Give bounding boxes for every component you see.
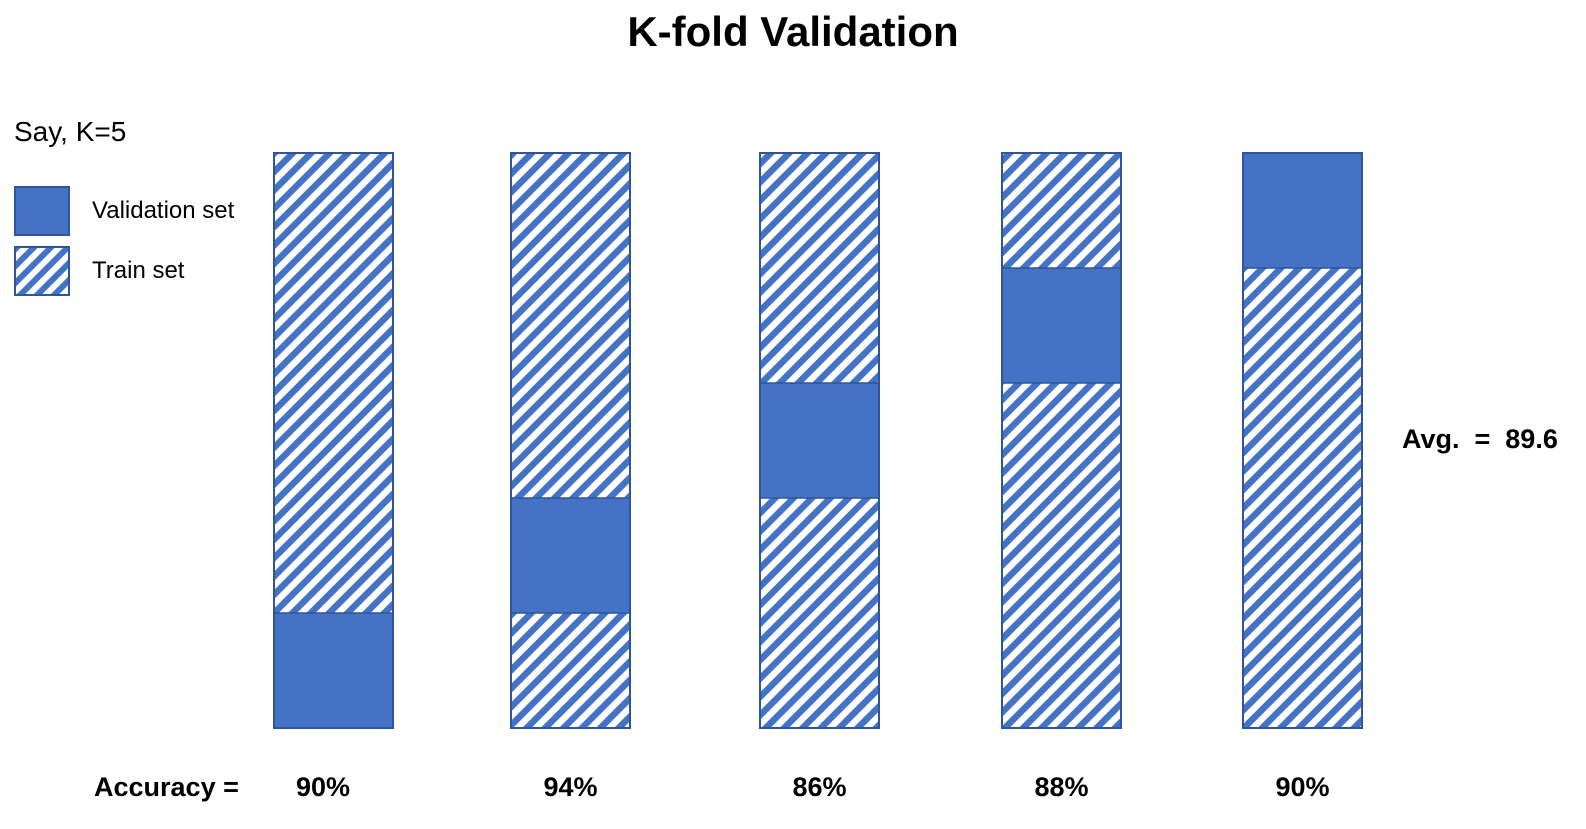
average-accuracy: Avg. = 89.6: [1402, 424, 1558, 454]
fold-column-1: [273, 152, 394, 729]
fold-4-accuracy: 88%: [1034, 772, 1089, 802]
diagram-title: K-fold Validation: [627, 8, 959, 55]
fold-5-train-segment: [1243, 153, 1362, 728]
fold-2-train-segment: [511, 153, 630, 728]
fold-4-validation-segment: [1001, 267, 1122, 384]
legend-validation-label: Validation set: [92, 197, 235, 224]
fold-5-outline: [1242, 152, 1363, 729]
fold-3-accuracy: 86%: [792, 772, 847, 802]
fold-1-train-segment: [274, 153, 393, 728]
fold-3-validation-segment: [759, 382, 880, 499]
fold-2-outline: [510, 152, 631, 729]
fold-column-5: [1242, 152, 1363, 729]
fold-2-validation-segment: [510, 497, 631, 614]
fold-3-train-segment: [760, 153, 879, 728]
fold-2-accuracy: 94%: [543, 772, 598, 802]
legend-validation-swatch: [14, 186, 70, 236]
fold-1-accuracy: 90%: [295, 772, 351, 802]
fold-column-2: [510, 152, 631, 729]
fold-1-outline: [273, 152, 394, 729]
legend-train-label: Train set: [92, 257, 185, 284]
legend-train-swatch: [14, 246, 70, 296]
fold-1-validation-segment: [273, 612, 394, 729]
fold-5-accuracy: 90%: [1275, 772, 1330, 802]
k-label: Say, K=5: [14, 116, 127, 147]
accuracy-label: Accuracy =: [94, 772, 239, 802]
fold-column-3: [759, 152, 880, 729]
fold-5-validation-segment: [1242, 152, 1363, 269]
fold-column-4: [1001, 152, 1122, 729]
fold-4-outline: [1001, 152, 1122, 729]
fold-4-train-segment: [1002, 153, 1121, 728]
fold-3-outline: [759, 152, 880, 729]
